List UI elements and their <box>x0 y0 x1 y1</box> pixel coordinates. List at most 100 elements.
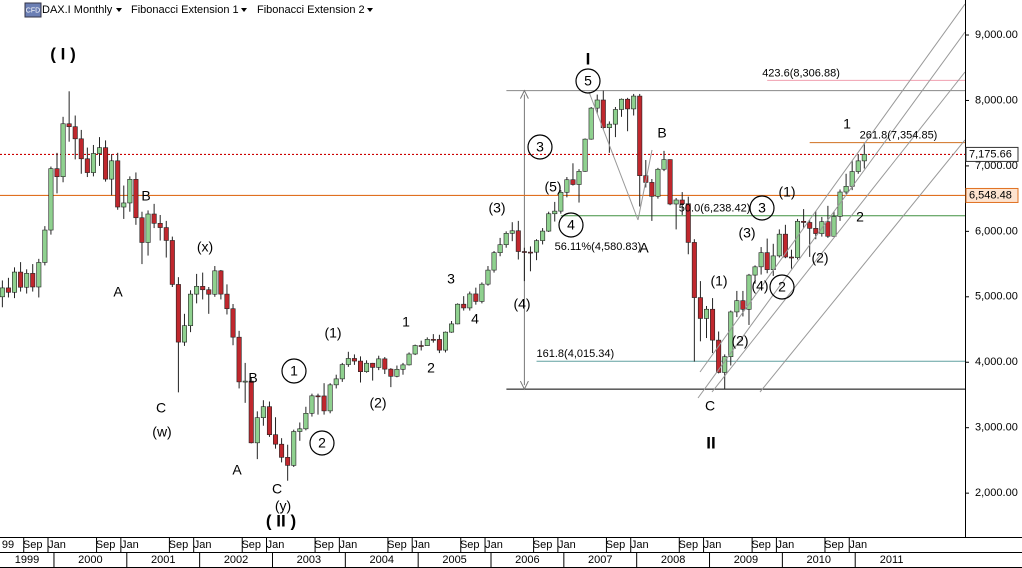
candle-body <box>479 283 485 302</box>
candle-body <box>436 339 442 351</box>
wave-label: ( II ) <box>266 511 296 530</box>
candle-body <box>491 252 497 271</box>
candle-body <box>515 230 521 252</box>
candle-body <box>801 220 807 223</box>
candle-body <box>127 179 133 204</box>
arrow-head <box>519 380 529 391</box>
x-tick-label: Sep <box>460 539 480 551</box>
x-tick-label: Sep <box>96 539 116 551</box>
year-label: 2003 <box>297 554 321 566</box>
dropdown-arrow[interactable] <box>116 8 122 12</box>
wave-label: (4) <box>751 278 768 294</box>
candle-body <box>752 266 758 276</box>
year-label: 2008 <box>661 554 685 566</box>
candle-body <box>685 203 691 243</box>
x-tick-label: Jan <box>485 539 503 551</box>
dropdown-arrow[interactable] <box>367 8 373 12</box>
wave-label: (3) <box>488 200 505 216</box>
wave-label: 3 <box>758 200 766 216</box>
candle-body <box>12 271 18 293</box>
candle-body <box>42 229 48 263</box>
candle-body <box>837 191 843 217</box>
candle-body <box>60 123 66 178</box>
wave-label: (w) <box>152 424 171 440</box>
candle-body <box>36 262 42 288</box>
candle-body <box>807 222 813 229</box>
candle-body <box>345 358 351 365</box>
candle-body <box>843 186 849 193</box>
x-tick-label: Jan <box>121 539 139 551</box>
x-tick-label: Sep <box>824 539 844 551</box>
wave-label: 1 <box>290 363 298 379</box>
candle-body <box>388 368 394 377</box>
indicator-menu[interactable]: Fibonacci Extension 1 <box>131 4 239 16</box>
candle-body <box>521 251 527 253</box>
candle-body <box>703 308 709 319</box>
wave-label: (5) <box>544 179 561 195</box>
wave-label: 2 <box>856 209 864 225</box>
candle-body <box>394 369 400 377</box>
candle-body <box>376 358 382 368</box>
wave-label: ( I ) <box>50 44 76 63</box>
candle-body <box>485 269 491 285</box>
candle-body <box>266 406 272 436</box>
candle-body <box>776 233 782 257</box>
candle-body <box>631 95 637 110</box>
candle-body <box>248 380 254 444</box>
retracement-label: 56.11%(4,580.83) <box>555 241 642 253</box>
candle-body <box>133 179 139 219</box>
candle-body <box>503 233 509 246</box>
year-label: 2004 <box>370 554 394 566</box>
symbol-menu[interactable]: DAX.I Monthly <box>42 4 113 16</box>
candle-body <box>121 202 127 208</box>
candle-body <box>364 362 370 372</box>
y-tick-label: 7,000.00 <box>975 160 1018 172</box>
candle-body <box>564 179 570 193</box>
candle-body <box>230 308 236 338</box>
candle-body <box>576 171 582 185</box>
candle-body <box>157 223 163 228</box>
candle-body <box>861 154 867 162</box>
y-tick-label: 5,000.00 <box>975 291 1018 303</box>
wave-label: (y) <box>275 498 291 514</box>
year-label: 2009 <box>734 554 758 566</box>
candle-body <box>291 431 297 466</box>
wave-label: 1 <box>402 314 410 330</box>
candle-body <box>600 99 606 128</box>
candle-body <box>72 126 78 140</box>
wave-label: (4) <box>513 296 530 312</box>
wave-label: 5 <box>584 73 592 89</box>
x-tick-label: Sep <box>606 539 626 551</box>
candle-body <box>188 293 194 326</box>
y-tick-label: 3,000.00 <box>975 422 1018 434</box>
indicator-menu[interactable]: Fibonacci Extension 2 <box>257 4 365 16</box>
candle-body <box>48 168 54 231</box>
candle-body <box>200 286 206 291</box>
x-tick-label: Sep <box>169 539 189 551</box>
candle-body <box>212 270 218 295</box>
candle-body <box>327 384 333 412</box>
fib-label: 423.6(8,306.88) <box>762 67 840 79</box>
candle-body <box>84 158 90 173</box>
candle-body <box>534 240 540 253</box>
candle-body <box>139 217 145 243</box>
wave-label: C <box>156 400 166 416</box>
candle-body <box>582 138 588 172</box>
candle-body <box>303 413 309 430</box>
plot-area <box>0 79 965 481</box>
candle-body <box>109 160 115 180</box>
wave-label: (3) <box>738 225 755 241</box>
candle-body <box>169 240 175 285</box>
candle-body <box>588 107 594 140</box>
candle-body <box>855 160 861 172</box>
dropdown-arrow[interactable] <box>241 8 247 12</box>
candle-body <box>649 182 655 197</box>
wave-label: (1) <box>778 184 795 200</box>
candle-body <box>260 406 266 418</box>
x-tick-label: Jan <box>339 539 357 551</box>
wave-label: (2) <box>369 395 386 411</box>
candle-body <box>710 308 716 341</box>
candle-body <box>309 395 315 414</box>
candle-body <box>546 213 552 232</box>
